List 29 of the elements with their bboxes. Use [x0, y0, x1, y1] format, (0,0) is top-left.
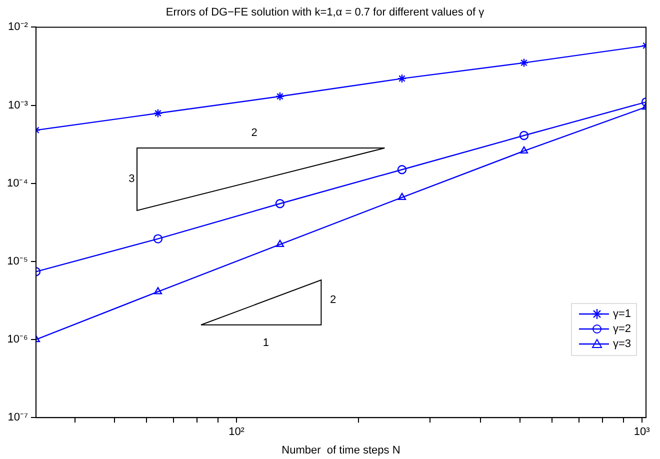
point: [520, 146, 528, 154]
chart-title: Errors of DG−FE solution with k=1,α = 0.7 for different values of γ: [166, 6, 485, 19]
point: [398, 192, 406, 200]
annotation: 3: [128, 173, 135, 186]
point: [397, 165, 407, 174]
annotation: 2: [251, 126, 258, 139]
annotation: 1: [262, 337, 269, 350]
point: [519, 58, 529, 68]
point: [154, 287, 162, 294]
point: [397, 74, 407, 84]
y-tick-label: 10⁻⁷: [8, 412, 28, 424]
x-tick-label: 10³: [634, 426, 650, 438]
legend-label: γ=2: [613, 323, 632, 336]
point: [153, 234, 163, 244]
point: [276, 240, 284, 248]
annotation: 2: [330, 294, 336, 306]
legend-label: γ=1: [613, 308, 632, 320]
y-tick-label: 10⁻⁴: [6, 177, 28, 190]
y-tick-label: 10⁻⁵: [7, 255, 28, 268]
point: [153, 108, 163, 118]
legend-label: γ=3: [613, 338, 632, 350]
point: [275, 199, 285, 208]
x-axis-title: Number of time steps N: [282, 444, 400, 456]
point: [275, 92, 285, 101]
y-tick-label: 10⁻³: [8, 99, 28, 112]
point: [519, 130, 529, 140]
y-tick-label: 10⁻²: [8, 21, 28, 34]
x-tick-label: 10²: [228, 426, 245, 438]
y-tick-label: 10⁻⁶: [7, 334, 28, 346]
